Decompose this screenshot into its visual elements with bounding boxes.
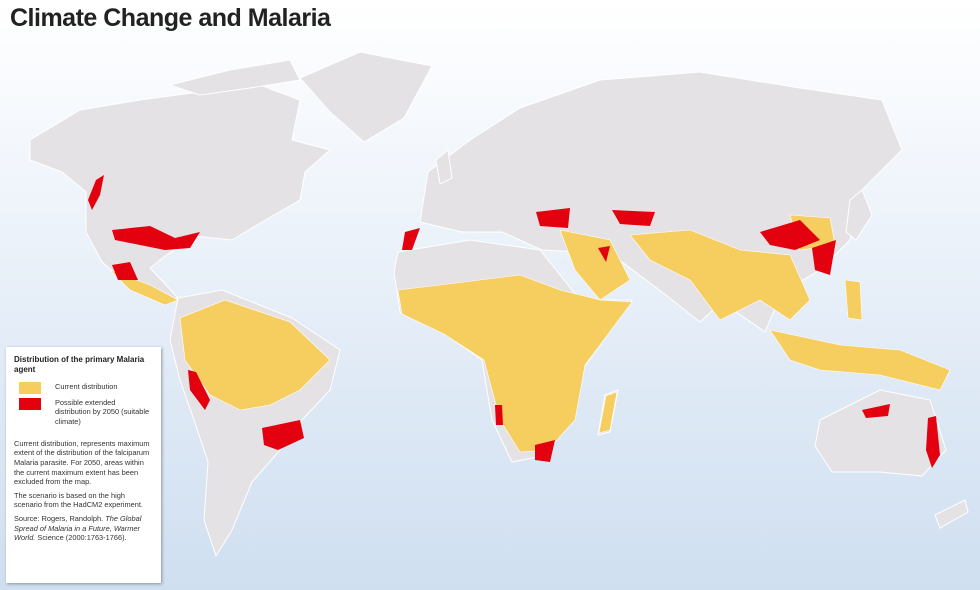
extended-morocco bbox=[402, 228, 420, 250]
extended-australia-east bbox=[926, 416, 940, 468]
arctic-islands bbox=[168, 59, 301, 96]
current-south-asia bbox=[629, 229, 811, 321]
legend-notes: Current distribution, represents maximum… bbox=[14, 439, 153, 543]
source-title: The Global Spread of Malaria in a Future… bbox=[14, 514, 142, 543]
greenland bbox=[299, 51, 433, 143]
note-current: Current distribution, represents maximum… bbox=[14, 438, 150, 487]
extended-angola bbox=[495, 405, 503, 425]
new-zealand bbox=[934, 499, 969, 529]
extended-andes bbox=[188, 370, 210, 410]
legend-swatch-extended bbox=[19, 397, 41, 410]
extended-east-china bbox=[812, 240, 836, 275]
uk bbox=[435, 149, 453, 185]
source-suffix: Science (2000:1763-1766). bbox=[37, 533, 127, 543]
map-title: Climate Change and Malaria bbox=[10, 4, 331, 32]
extended-australia-north bbox=[862, 404, 890, 418]
extended-turkey bbox=[536, 208, 570, 228]
note-scenario: The scenario is based on the high scenar… bbox=[14, 490, 143, 510]
legend-swatch-current bbox=[19, 381, 41, 394]
extended-iran bbox=[598, 246, 610, 262]
note-source: Source: Rogers, Randolph. The Global Spr… bbox=[14, 514, 153, 543]
extended-usa-west bbox=[88, 175, 104, 210]
extended-mexico bbox=[112, 262, 138, 280]
australia bbox=[814, 389, 947, 477]
extended-china bbox=[760, 220, 820, 250]
extended-central-asia bbox=[612, 210, 655, 226]
japan bbox=[845, 189, 873, 241]
source-prefix: Source: Rogers, Randolph. bbox=[14, 514, 104, 524]
north-america bbox=[29, 84, 332, 301]
current-middle-east bbox=[559, 229, 631, 301]
current-africa bbox=[397, 274, 633, 453]
extended-usa-south bbox=[112, 226, 200, 250]
legend: Distribution of the primary Malaria agen… bbox=[6, 347, 161, 583]
extended-southern-africa bbox=[535, 440, 555, 462]
current-indonesia bbox=[769, 329, 951, 391]
legend-label-current: Current distribution bbox=[55, 381, 118, 391]
extended-distribution bbox=[88, 175, 940, 468]
legend-title: Distribution of the primary Malaria agen… bbox=[14, 355, 145, 375]
extended-brazil-south bbox=[262, 420, 304, 450]
legend-item-extended: Possible extended distribution by 2050 (… bbox=[14, 397, 153, 427]
current-philippines bbox=[844, 279, 863, 321]
legend-item-current: Current distribution bbox=[14, 381, 153, 394]
legend-label-extended: Possible extended distribution by 2050 (… bbox=[55, 397, 150, 427]
current-madagascar bbox=[598, 391, 618, 434]
